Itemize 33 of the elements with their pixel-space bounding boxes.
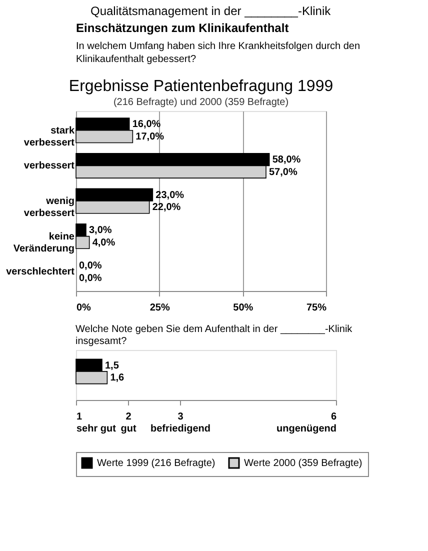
y-tick-label: stark verbessert	[24, 125, 76, 148]
text: Einschätzungen zum Klinikaufenthalt	[76, 21, 289, 35]
data-label: 23,0%	[156, 190, 184, 201]
chart-subtitle: (216 Befragte) und 2000 (359 Befragte)	[113, 97, 289, 108]
legend-label: Werte 1999 (216 Befragte)	[97, 458, 216, 469]
y-tick-label: keine Veränderung	[13, 231, 75, 254]
x-tick-label: 1 sehr gut	[76, 412, 117, 434]
data-label: 58,0%	[272, 154, 301, 166]
y-tick-label: wenig verbessert	[24, 196, 76, 219]
data-label: 0,0%	[79, 272, 102, 284]
text: Qualitätsmanagement in der ________-Klinik	[90, 4, 332, 18]
x-tick-label: 2 gut	[120, 412, 137, 434]
chart-title: Welche Note geben Sie dem Aufenthalt in der ________-Klinik insgesamt?	[76, 324, 354, 347]
x-tick-label: 75%	[306, 302, 327, 314]
data-label: 1,6	[110, 372, 125, 384]
text: In welchem Umfang haben sich Ihre Krankheitsfolgen durch den Klinikaufenthalt gebessert?	[76, 41, 360, 65]
x-tick-label: 25%	[150, 302, 170, 314]
x-tick-label: 3 befriedigend	[150, 412, 211, 434]
data-label: 16,0%	[132, 119, 161, 130]
y-tick-label: verschlechtert	[6, 266, 76, 278]
legend-label: Werte 2000 (359 Befragte)	[244, 458, 362, 469]
data-label: 3,0%	[89, 225, 112, 236]
x-tick-label: 50%	[233, 302, 254, 314]
data-label: 0,0%	[79, 260, 102, 272]
data-label: 17,0%	[136, 132, 164, 143]
chart-title: Ergebnisse Patientenbefragung 1999	[68, 78, 334, 95]
x-tick-label: 0%	[76, 302, 92, 314]
data-label: 22,0%	[152, 202, 181, 214]
data-label: 1,5	[105, 360, 120, 372]
x-tick-label: 6 ungenügend	[276, 412, 337, 434]
y-tick-label: verbessert	[24, 160, 76, 172]
data-label: 57,0%	[269, 166, 298, 178]
data-label: 4,0%	[92, 237, 116, 248]
